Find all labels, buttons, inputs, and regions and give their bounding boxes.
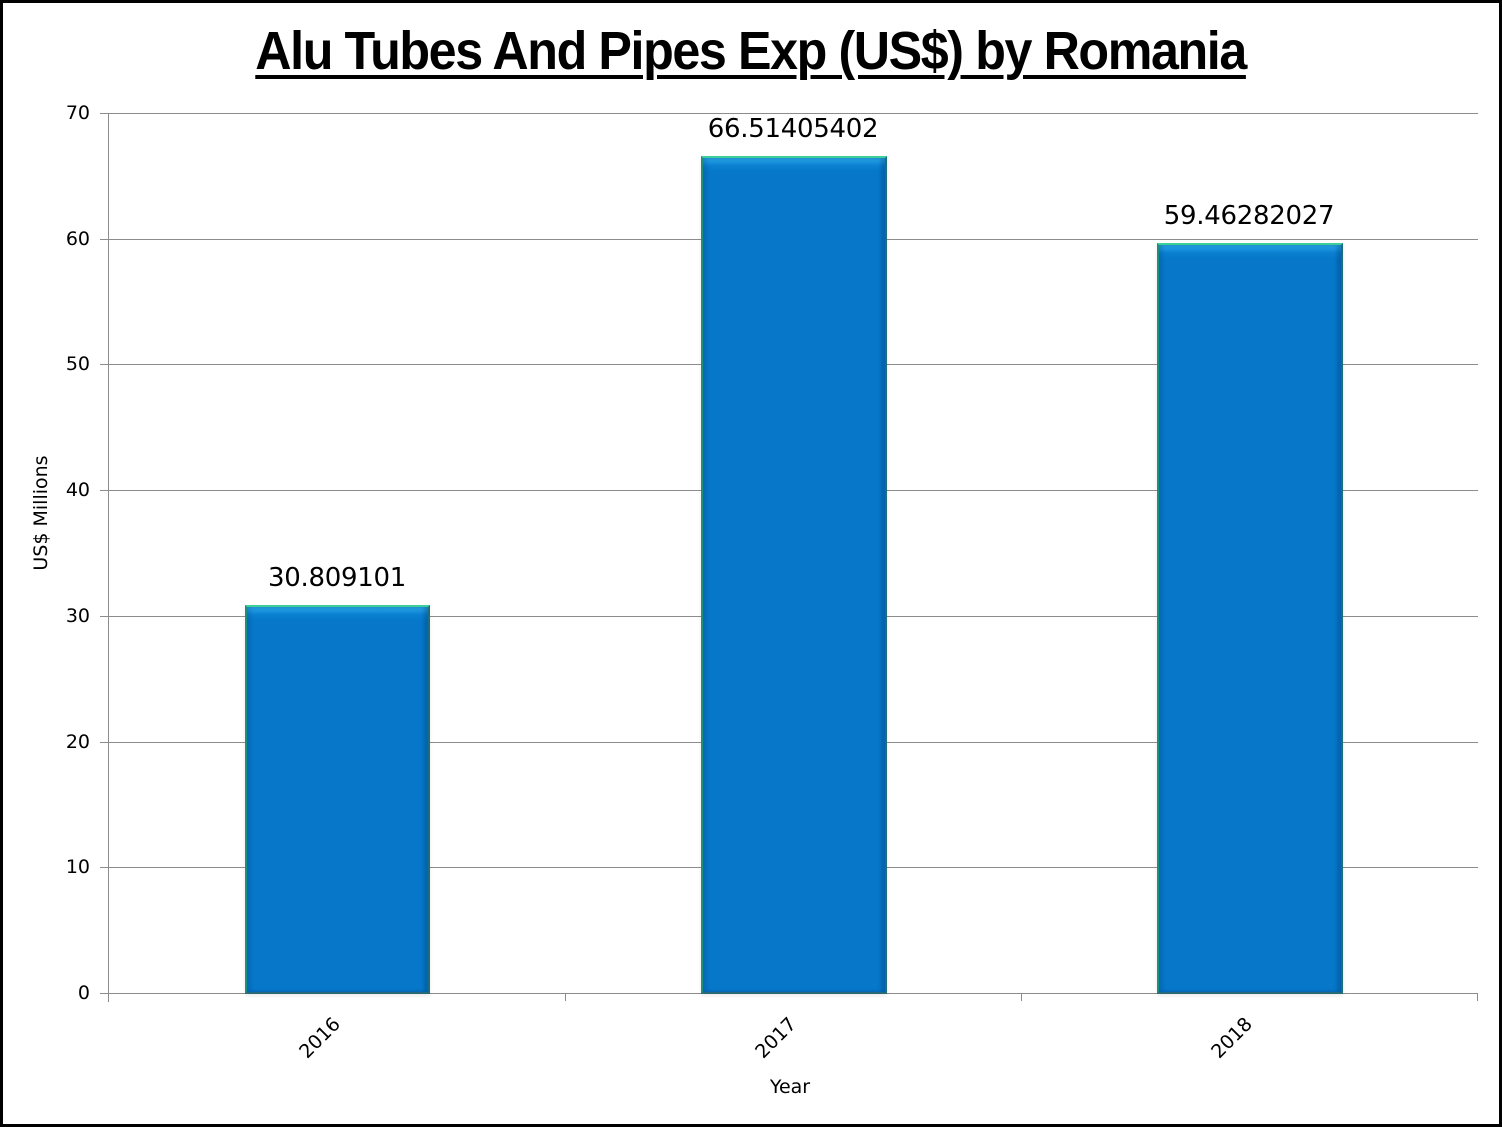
y-tick-label: 0: [77, 982, 90, 1004]
x-tick: [108, 993, 109, 1001]
x-axis-title: Year: [769, 1076, 811, 1098]
y-tick-50: [100, 364, 108, 365]
y-tick-label: 10: [65, 856, 90, 878]
y-tick-label: 50: [65, 353, 90, 375]
bar-2016: [245, 605, 430, 994]
y-tick-30: [100, 616, 108, 617]
y-axis-title: US$ Millions: [30, 455, 52, 571]
x-tick: [1477, 993, 1478, 1001]
y-tick-10: [100, 867, 108, 868]
x-tick: [565, 993, 566, 1001]
y-tick-60: [100, 239, 108, 240]
y-tick-0: [100, 993, 108, 994]
bar-2017: [701, 156, 887, 994]
y-tick-label: 60: [65, 228, 90, 250]
x-tick: [1021, 993, 1022, 1001]
bar-2018: [1157, 243, 1343, 994]
y-tick-label: 20: [65, 731, 90, 753]
y-tick-label: 70: [65, 102, 90, 124]
gridline-70: [108, 113, 1478, 114]
bar-value-label-2016: 30.809101: [268, 563, 406, 593]
y-tick-label: 40: [65, 479, 90, 501]
y-tick-40: [100, 490, 108, 491]
y-axis-line: [108, 113, 109, 1002]
y-tick-label: 30: [65, 605, 90, 627]
bar-value-label-2018: 59.46282027: [1163, 201, 1335, 231]
bar-value-label-2017: 66.51405402: [707, 114, 879, 144]
chart-title-text: Alu Tubes And Pipes Exp (US$) by Romania: [255, 21, 1248, 81]
chart-title: Alu Tubes And Pipes Exp (US$) by Romania: [0, 18, 1502, 84]
y-tick-20: [100, 742, 108, 743]
y-tick-70: [100, 113, 108, 114]
